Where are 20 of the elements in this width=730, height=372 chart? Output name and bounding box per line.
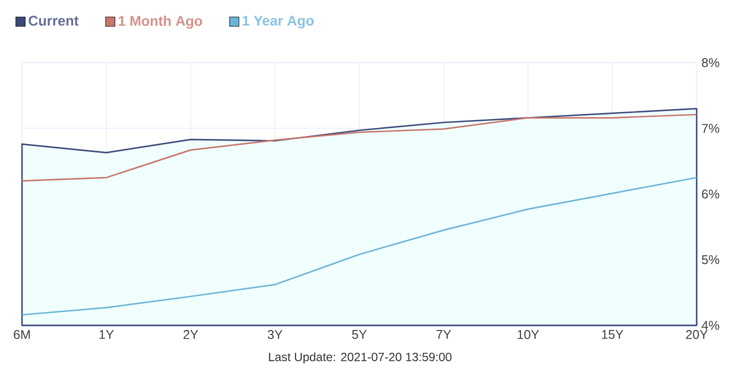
x-tick-label: 5Y xyxy=(352,330,367,339)
x-tick-label: 2Y xyxy=(184,330,198,339)
line-series xyxy=(21,114,698,182)
line-series xyxy=(21,176,698,316)
x-tick-label: 7Y xyxy=(436,330,452,339)
x-tick-label: 1Y xyxy=(100,330,114,339)
x-tick-label: 20Y xyxy=(686,330,708,340)
y-tick-label: 8% xyxy=(702,58,720,68)
x-tick-label: 15Y xyxy=(602,330,624,339)
legend-label: 1 Year Ago xyxy=(242,16,314,28)
x-tick-label: 3Y xyxy=(268,330,282,340)
y-tick-label: 6% xyxy=(702,190,720,198)
x-tick-label: 6M xyxy=(14,330,30,340)
y-tick-label: 7% xyxy=(702,124,720,133)
x-tick-label: 10Y xyxy=(518,330,539,340)
legend-label: 1 Month Ago xyxy=(118,16,202,29)
text: Last Update: 2021-07-20 13:59:00 xyxy=(269,352,452,364)
legend-label: Current xyxy=(28,16,79,26)
y-tick-label: 5% xyxy=(702,255,720,264)
y-tick-label: 4% xyxy=(702,320,720,330)
